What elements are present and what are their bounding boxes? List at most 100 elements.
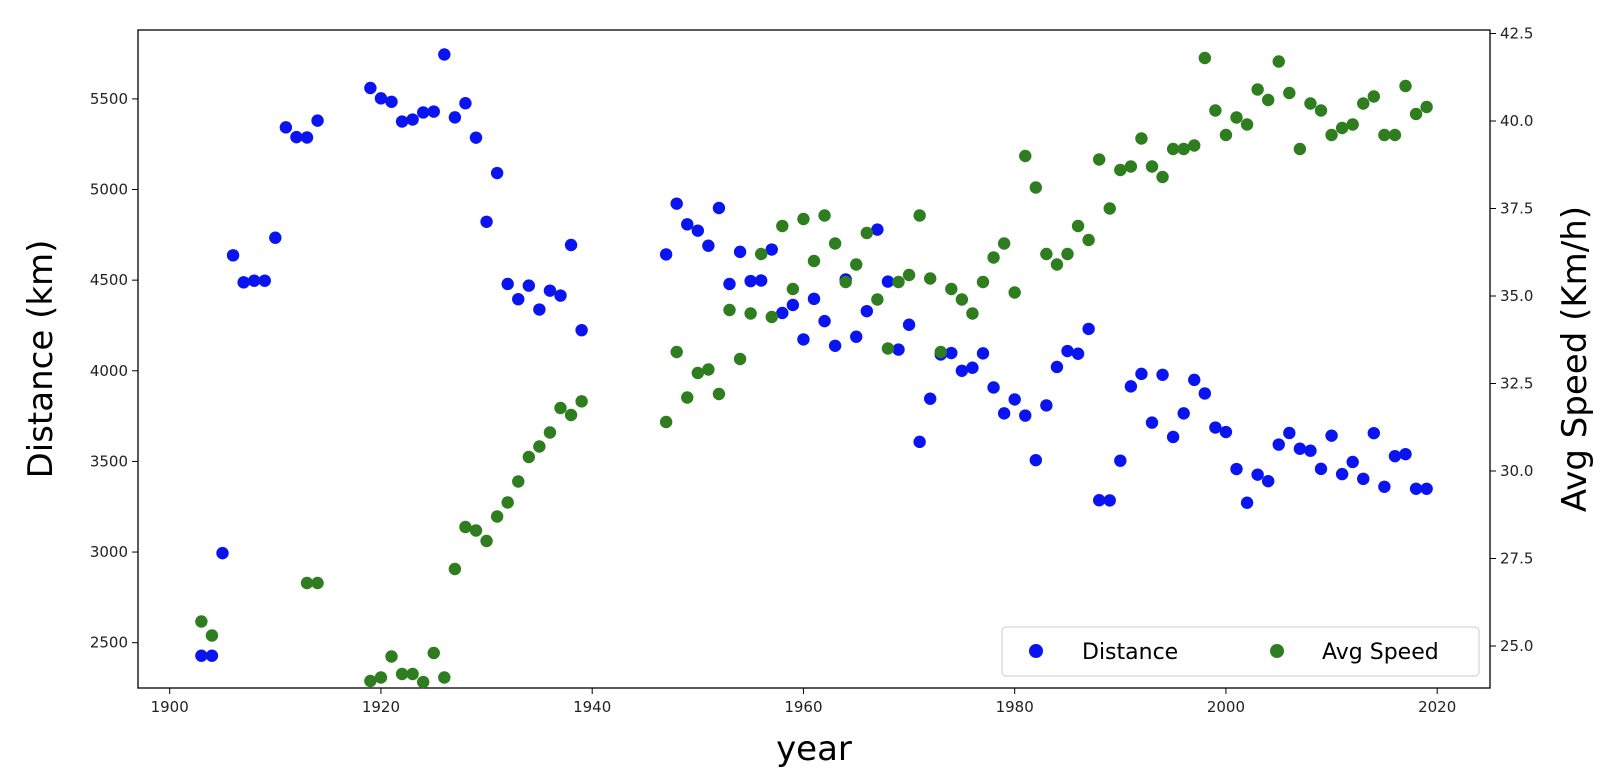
distance-point (723, 277, 736, 291)
avg-speed-point (490, 510, 504, 523)
avg-speed-point (1420, 100, 1433, 114)
distance-point (1367, 426, 1381, 440)
avg-speed-point (512, 475, 525, 488)
avg-speed-point (427, 646, 440, 660)
distance-point (374, 92, 388, 105)
avg-speed-point (406, 667, 419, 681)
x-tick-label: 2000 (1207, 698, 1245, 716)
avg-speed-point (807, 254, 821, 268)
distance-point (216, 546, 229, 560)
avg-speed-point (1145, 160, 1159, 173)
avg-speed-point (839, 275, 852, 289)
legend-marker-avg-speed (1270, 644, 1284, 658)
distance-point (733, 245, 747, 259)
avg-speed-point (871, 293, 884, 306)
distance-point (247, 274, 261, 287)
avg-speed-point (881, 342, 895, 355)
y2-tick-label: 37.5 (1500, 200, 1533, 218)
distance-point (881, 275, 895, 288)
distance-point (564, 238, 578, 252)
distance-point (1177, 407, 1190, 420)
distance-point (501, 277, 514, 291)
distance-point (860, 304, 874, 318)
distance-point (955, 364, 969, 377)
avg-speed-point (670, 345, 683, 359)
y2-tick-label: 35.0 (1500, 287, 1533, 305)
y-axis-left-title: Distance (km) (21, 240, 61, 479)
x-tick-label: 1980 (996, 698, 1034, 716)
distance-point (1209, 421, 1222, 434)
avg-speed-point (691, 366, 705, 380)
distance-point (1019, 409, 1032, 422)
avg-speed-point (776, 219, 789, 233)
avg-speed-point (459, 520, 472, 534)
distance-point (533, 303, 546, 316)
avg-speed-point (1209, 104, 1222, 117)
distance-point (1283, 426, 1296, 440)
avg-speed-point (797, 212, 810, 226)
avg-speed-point (1082, 233, 1095, 247)
distance-point (554, 289, 567, 302)
distance-point (1240, 496, 1254, 509)
distance-point (1230, 462, 1243, 476)
avg-speed-point (1177, 142, 1190, 156)
avg-speed-point (533, 440, 546, 453)
distance-point (1409, 482, 1423, 495)
avg-speed-point (1135, 132, 1148, 145)
y2-tick-label: 30.0 (1500, 462, 1533, 480)
distance-point (871, 223, 884, 236)
avg-speed-point (480, 534, 493, 548)
x-tick-label: 2020 (1418, 698, 1456, 716)
avg-speed-point (966, 307, 979, 320)
distance-point (765, 243, 778, 256)
distance-point (776, 306, 789, 320)
avg-speed-point (522, 450, 536, 464)
avg-speed-point (385, 650, 398, 663)
avg-speed-point (913, 209, 926, 222)
distance-point (1335, 467, 1349, 481)
distance-point (543, 284, 557, 297)
distance-point (1314, 462, 1328, 476)
y-tick-label: 4500 (90, 271, 128, 289)
y-tick-label: 2500 (90, 634, 128, 652)
avg-speed-point (416, 675, 430, 689)
avg-speed-point (1061, 247, 1074, 261)
distance-point (997, 407, 1011, 420)
distance-point (438, 48, 451, 61)
avg-speed-point (945, 282, 958, 296)
distance-point (754, 274, 768, 287)
distance-point (1156, 368, 1169, 381)
distance-point (1103, 494, 1116, 507)
distance-point (575, 323, 588, 337)
distance-point (1188, 373, 1201, 387)
distance-point (195, 649, 208, 662)
avg-speed-point (1357, 97, 1370, 110)
distance-point (1420, 482, 1433, 495)
legend-box (1001, 626, 1480, 677)
distance-point (448, 111, 462, 124)
series-layer (195, 48, 1433, 689)
distance-point (797, 333, 810, 346)
avg-speed-point (1019, 149, 1032, 163)
distance-point (681, 218, 694, 231)
distance-point (966, 361, 979, 374)
distance-point (205, 649, 219, 662)
avg-speed-point (438, 671, 451, 684)
avg-speed-point (395, 667, 409, 681)
distance-point (902, 318, 916, 331)
distance-point (1388, 449, 1402, 463)
distance-point (1219, 425, 1233, 439)
distance-point (828, 339, 842, 352)
y-tick-label: 3000 (90, 543, 128, 561)
distance-point (311, 114, 324, 127)
avg-speed-point (1251, 83, 1264, 96)
avg-speed-point (955, 293, 969, 306)
distance-point (786, 298, 800, 312)
avg-speed-point (818, 209, 831, 222)
avg-speed-point (786, 282, 800, 296)
distance-point (512, 292, 525, 306)
avg-speed-point (733, 352, 747, 366)
distance-point (987, 381, 1000, 394)
y2-tick-label: 40.0 (1500, 112, 1533, 130)
y-tick-label: 5500 (90, 90, 128, 108)
